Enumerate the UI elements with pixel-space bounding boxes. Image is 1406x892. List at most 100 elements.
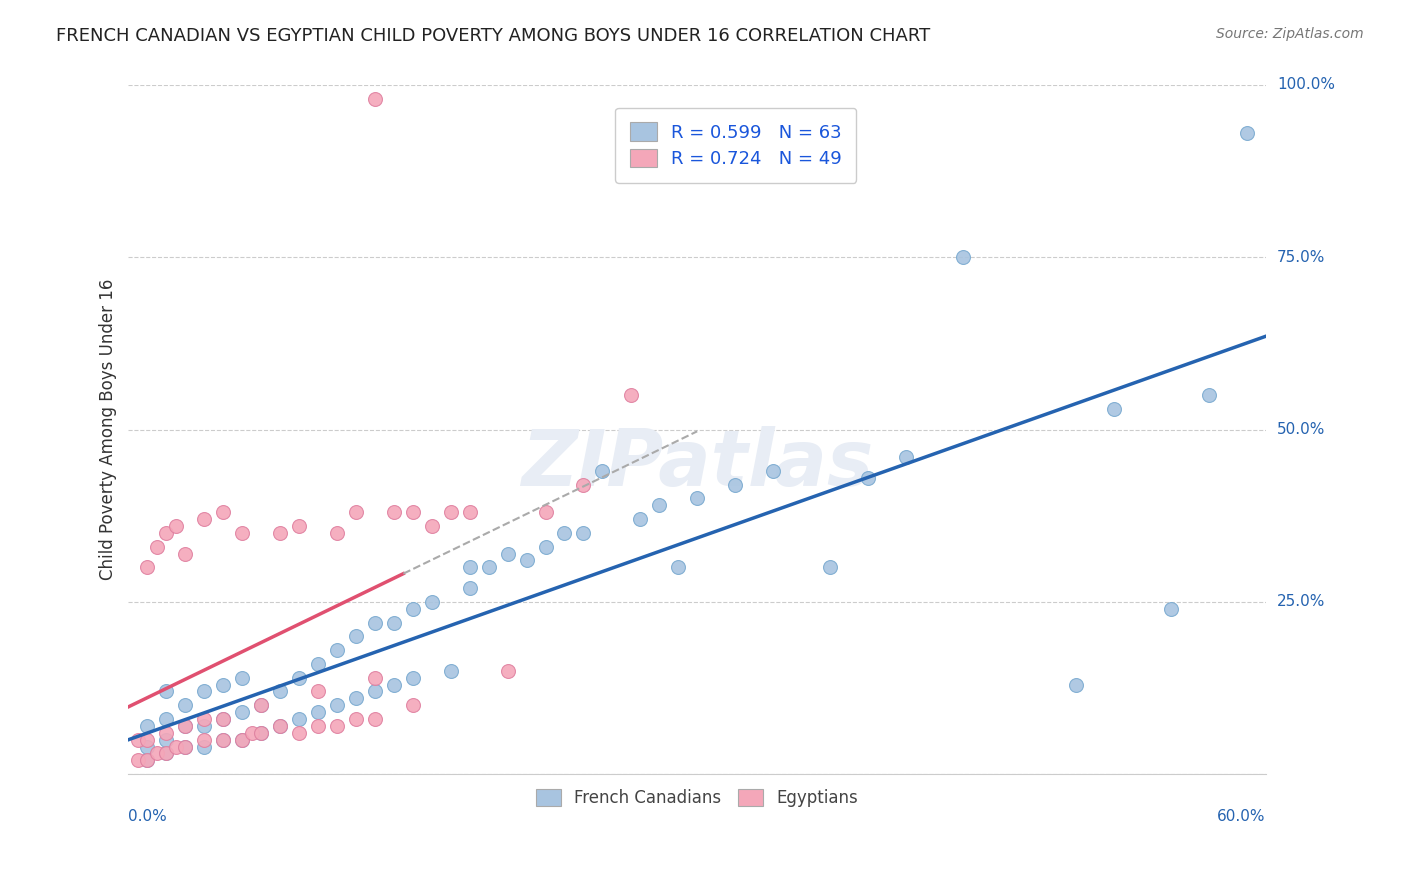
Point bbox=[762, 464, 785, 478]
Point bbox=[1160, 601, 1182, 615]
Point bbox=[666, 560, 689, 574]
Point bbox=[307, 705, 329, 719]
Point bbox=[856, 471, 879, 485]
Point bbox=[212, 712, 235, 726]
Point bbox=[628, 512, 651, 526]
Point bbox=[553, 525, 575, 540]
Legend: French Canadians, Egyptians: French Canadians, Egyptians bbox=[530, 782, 865, 814]
Point bbox=[591, 464, 613, 478]
Point bbox=[402, 601, 425, 615]
Point bbox=[534, 540, 557, 554]
Point bbox=[136, 739, 159, 754]
Point bbox=[420, 595, 443, 609]
Point bbox=[155, 684, 177, 698]
Point bbox=[724, 477, 747, 491]
Point bbox=[458, 505, 481, 519]
Text: FRENCH CANADIAN VS EGYPTIAN CHILD POVERTY AMONG BOYS UNDER 16 CORRELATION CHART: FRENCH CANADIAN VS EGYPTIAN CHILD POVERT… bbox=[56, 27, 931, 45]
Point bbox=[174, 719, 197, 733]
Point bbox=[288, 671, 311, 685]
Point bbox=[193, 739, 215, 754]
Point bbox=[288, 712, 311, 726]
Point bbox=[174, 547, 197, 561]
Point bbox=[250, 698, 273, 713]
Point bbox=[572, 477, 595, 491]
Point bbox=[326, 719, 349, 733]
Point bbox=[269, 719, 291, 733]
Point bbox=[364, 615, 387, 630]
Point bbox=[269, 525, 291, 540]
Point bbox=[364, 684, 387, 698]
Point bbox=[193, 684, 215, 698]
Point bbox=[136, 753, 159, 767]
Point bbox=[193, 732, 215, 747]
Text: ZIPatlas: ZIPatlas bbox=[522, 426, 873, 502]
Point bbox=[155, 732, 177, 747]
Point bbox=[165, 519, 187, 533]
Point bbox=[952, 250, 974, 264]
Point bbox=[496, 547, 519, 561]
Point bbox=[307, 719, 329, 733]
Point bbox=[155, 525, 177, 540]
Point bbox=[1066, 677, 1088, 691]
Point bbox=[382, 615, 405, 630]
Point bbox=[146, 540, 169, 554]
Y-axis label: Child Poverty Among Boys Under 16: Child Poverty Among Boys Under 16 bbox=[100, 279, 117, 580]
Point bbox=[344, 505, 367, 519]
Point bbox=[174, 698, 197, 713]
Point bbox=[344, 712, 367, 726]
Point bbox=[193, 512, 215, 526]
Text: 75.0%: 75.0% bbox=[1277, 250, 1326, 265]
Point bbox=[496, 664, 519, 678]
Point bbox=[231, 732, 253, 747]
Point bbox=[269, 719, 291, 733]
Point bbox=[478, 560, 501, 574]
Point bbox=[1102, 401, 1125, 416]
Point bbox=[572, 525, 595, 540]
Point bbox=[307, 657, 329, 671]
Point bbox=[250, 698, 273, 713]
Point bbox=[288, 726, 311, 740]
Point bbox=[212, 732, 235, 747]
Point bbox=[818, 560, 841, 574]
Point bbox=[155, 726, 177, 740]
Point bbox=[364, 92, 387, 106]
Point bbox=[136, 719, 159, 733]
Point bbox=[136, 560, 159, 574]
Point bbox=[269, 684, 291, 698]
Point bbox=[165, 739, 187, 754]
Point bbox=[174, 739, 197, 754]
Point bbox=[250, 726, 273, 740]
Point bbox=[364, 712, 387, 726]
Point bbox=[155, 747, 177, 761]
Text: 50.0%: 50.0% bbox=[1277, 422, 1326, 437]
Point bbox=[402, 671, 425, 685]
Point bbox=[686, 491, 709, 506]
Point bbox=[382, 505, 405, 519]
Point bbox=[288, 519, 311, 533]
Point bbox=[127, 732, 149, 747]
Point bbox=[155, 712, 177, 726]
Point bbox=[250, 726, 273, 740]
Point bbox=[440, 664, 463, 678]
Point bbox=[402, 698, 425, 713]
Point bbox=[231, 732, 253, 747]
Point bbox=[344, 691, 367, 706]
Point bbox=[344, 629, 367, 643]
Point bbox=[307, 684, 329, 698]
Point bbox=[174, 719, 197, 733]
Point bbox=[894, 450, 917, 464]
Point bbox=[534, 505, 557, 519]
Point bbox=[516, 553, 538, 567]
Point bbox=[127, 753, 149, 767]
Point bbox=[231, 705, 253, 719]
Text: Source: ZipAtlas.com: Source: ZipAtlas.com bbox=[1216, 27, 1364, 41]
Point bbox=[155, 747, 177, 761]
Point bbox=[402, 505, 425, 519]
Point bbox=[648, 499, 671, 513]
Point bbox=[326, 643, 349, 657]
Point bbox=[193, 719, 215, 733]
Point bbox=[364, 671, 387, 685]
Point bbox=[174, 739, 197, 754]
Text: 60.0%: 60.0% bbox=[1218, 808, 1265, 823]
Text: 0.0%: 0.0% bbox=[128, 808, 167, 823]
